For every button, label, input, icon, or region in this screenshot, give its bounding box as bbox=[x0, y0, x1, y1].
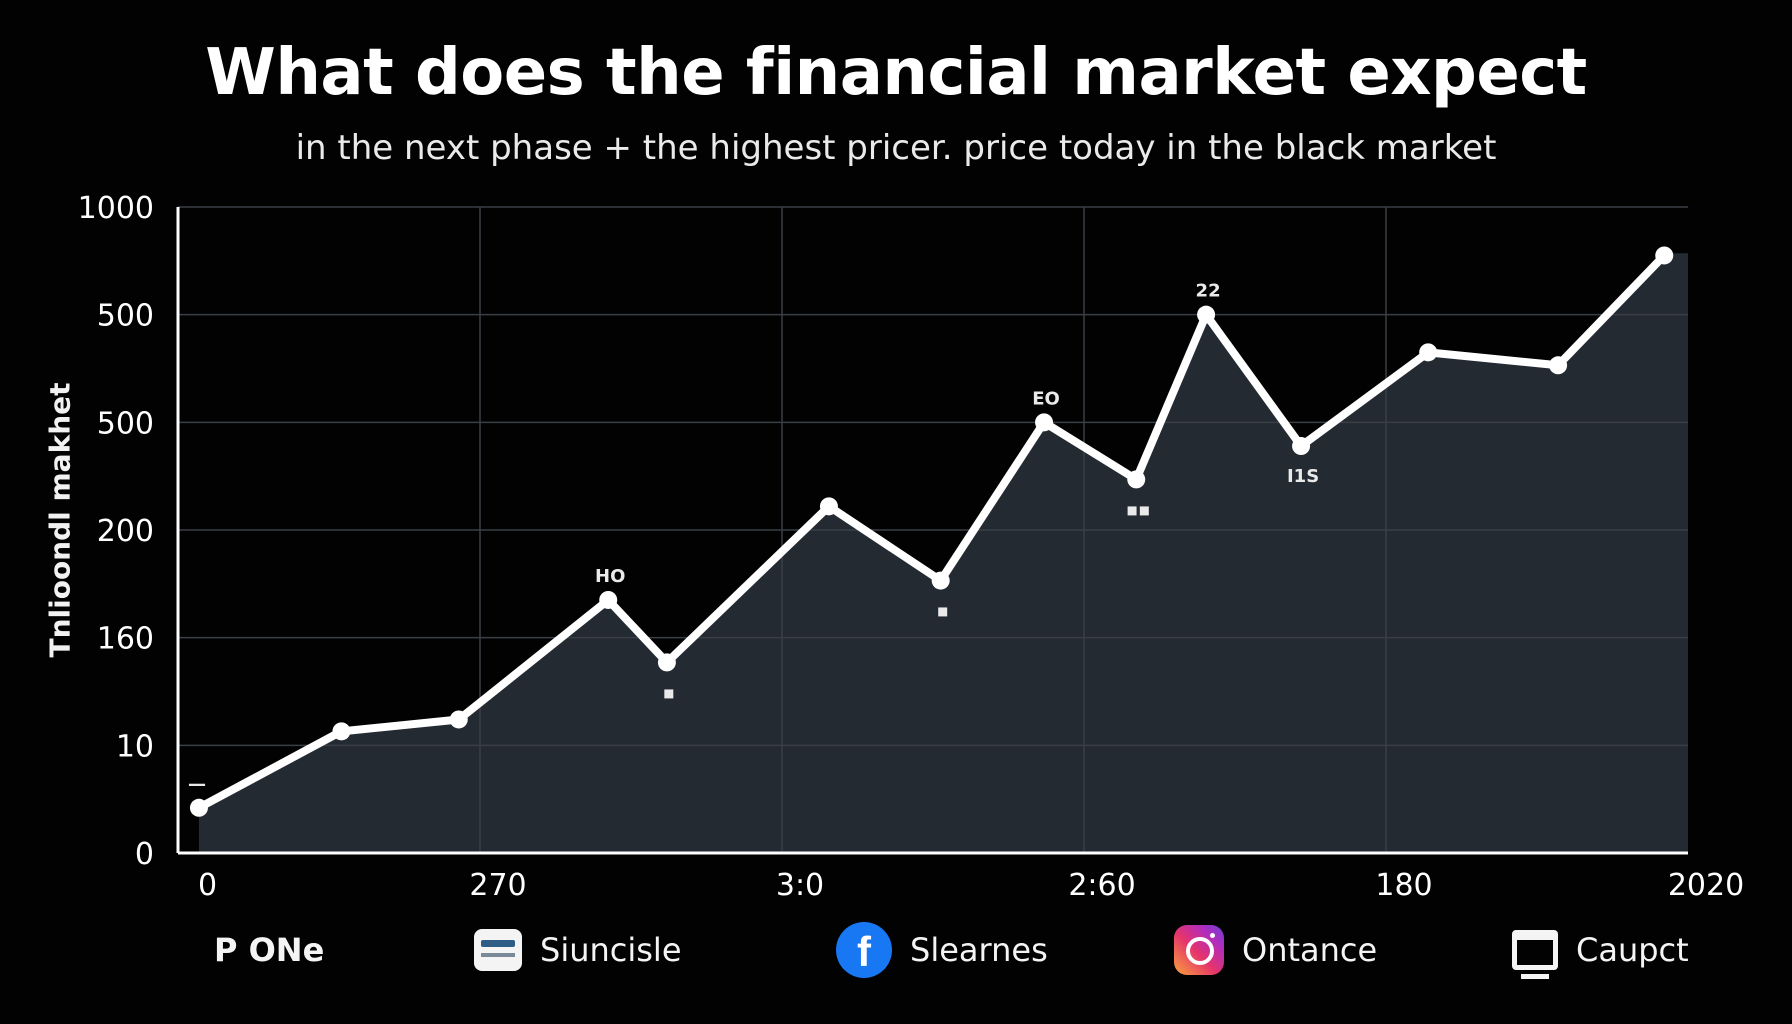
data-label: ▪ bbox=[937, 601, 949, 622]
legend-item-siuncisle: Siuncisle bbox=[474, 920, 682, 980]
chart-subtitle: in the next phase + the highest pricer. … bbox=[295, 128, 1497, 168]
data-point bbox=[931, 571, 950, 590]
data-point bbox=[1419, 343, 1438, 362]
data-point bbox=[1127, 470, 1146, 489]
data-label: ▪▪ bbox=[1126, 499, 1150, 520]
instagram-icon bbox=[1174, 925, 1224, 975]
monitor-icon bbox=[1512, 930, 1558, 979]
x-tick-label: 0 bbox=[198, 868, 217, 903]
legend-item-caupct: Caupct bbox=[1512, 920, 1689, 980]
legend-item-ontance: Ontance bbox=[1174, 920, 1377, 980]
data-point bbox=[189, 798, 208, 817]
y-tick-label: 1000 bbox=[78, 191, 154, 226]
data-label: HO bbox=[595, 566, 625, 587]
legend-item-p-one: P ONe bbox=[214, 920, 324, 980]
y-tick-label: 200 bbox=[97, 514, 154, 549]
legend-label: P ONe bbox=[214, 931, 325, 969]
data-label: ▪ bbox=[663, 682, 675, 703]
data-label: 22 bbox=[1196, 281, 1221, 302]
data-label: I1S bbox=[1287, 466, 1319, 487]
data-point bbox=[599, 590, 618, 609]
y-tick-label: 10 bbox=[116, 729, 154, 764]
data-point bbox=[1549, 356, 1568, 375]
y-tick-label: 500 bbox=[97, 406, 154, 441]
data-point bbox=[1292, 437, 1311, 456]
data-point bbox=[819, 497, 838, 516]
legend-label: Siuncisle bbox=[540, 931, 682, 969]
y-tick-label: 0 bbox=[135, 837, 154, 872]
area-fill bbox=[198, 253, 1688, 854]
data-label: — bbox=[188, 774, 206, 795]
x-tick-label: 270 bbox=[469, 868, 526, 903]
x-tick-label: 3:0 bbox=[776, 868, 824, 903]
chart-title: What does the financial market expect bbox=[205, 36, 1587, 110]
data-point bbox=[1035, 413, 1054, 432]
legend-label: Caupct bbox=[1576, 931, 1689, 969]
y-axis-label: Tnlioondl makhet bbox=[43, 382, 77, 658]
legend-item-slearnes: f Slearnes bbox=[836, 920, 1048, 980]
legend-label: Slearnes bbox=[910, 931, 1048, 969]
data-point bbox=[1655, 246, 1674, 265]
x-tick-label: 180 bbox=[1375, 868, 1432, 903]
data-point bbox=[449, 710, 468, 729]
legend: P ONe Siuncisle f Slearnes Ontance Caupc… bbox=[0, 920, 1792, 980]
x-tick-label: 2:60 bbox=[1068, 868, 1135, 903]
legend-label: Ontance bbox=[1242, 931, 1378, 969]
data-label: EO bbox=[1032, 388, 1060, 409]
line-chart: 0 10 160 200 500 500 1000 0 270 3:0 2:60 180 2020 — HO… bbox=[78, 191, 1745, 903]
data-point bbox=[332, 722, 351, 741]
y-tick-label: 160 bbox=[97, 622, 154, 657]
data-point bbox=[657, 653, 676, 672]
card-icon bbox=[474, 929, 522, 971]
facebook-icon: f bbox=[836, 922, 892, 978]
data-point bbox=[1197, 305, 1216, 324]
y-tick-label: 500 bbox=[97, 299, 154, 334]
series-line bbox=[194, 251, 1669, 812]
x-tick-label: 2020 bbox=[1668, 868, 1744, 903]
